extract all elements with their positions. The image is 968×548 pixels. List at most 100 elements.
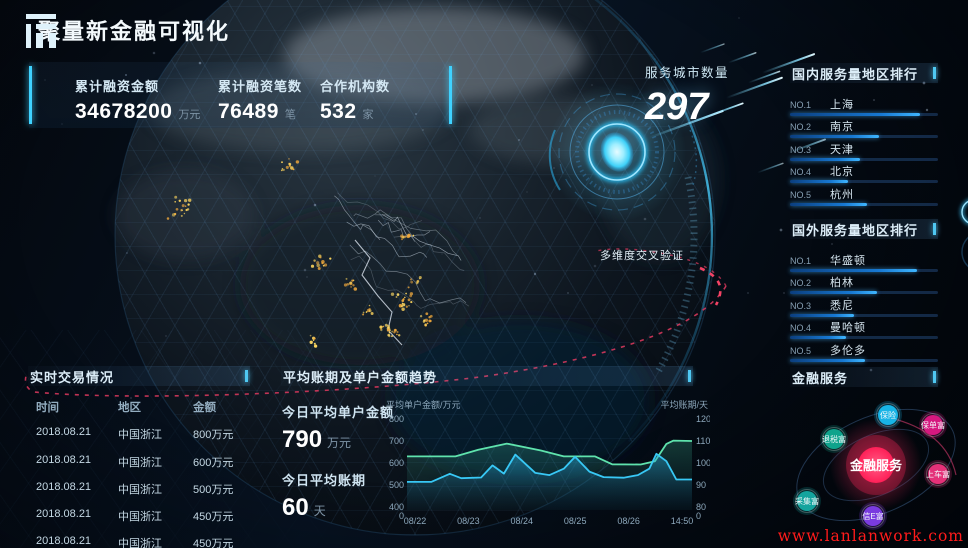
ranking-label-row: NO.2 柏林 — [790, 274, 938, 290]
ranking-label-row: NO.3 天津 — [790, 141, 938, 156]
svg-text:平均账期/天: 平均账期/天 — [660, 399, 708, 410]
svg-text:信E富: 信E富 — [862, 511, 883, 521]
ranking-bar-fill — [790, 135, 879, 139]
finance-services-title: 金融服务 — [790, 367, 938, 387]
column-header: 时间 — [36, 402, 59, 414]
svg-text:上车富: 上车富 — [926, 469, 950, 479]
stats-left-cap — [29, 66, 32, 124]
ranking-rank: NO.3 — [790, 300, 812, 311]
kpi-avg-period-label: 今日平均账期 — [282, 473, 367, 488]
ranking-city: 天津 — [830, 143, 854, 156]
ranking-rank: NO.5 — [790, 189, 812, 200]
panel-trend: 平均账期及单户金额趋势 今日平均单户金额 790 万元 今日平均账期 60 天 平均… — [281, 366, 710, 526]
page-title: 聚量新金融可视化 — [38, 19, 231, 44]
ranking-row: NO.3 天津 — [790, 141, 938, 161]
svg-text:08/23: 08/23 — [457, 516, 480, 526]
svg-text:保险: 保险 — [880, 410, 896, 420]
map-annotation: 多维度交叉验证 — [600, 250, 684, 262]
ranking-city: 南京 — [830, 121, 854, 134]
ranking-bar-fill — [790, 202, 867, 206]
table-cell: 中国浙江 — [118, 429, 162, 442]
app-logo-icon — [26, 14, 56, 48]
core-label: 金融服务 — [849, 458, 903, 473]
table-cell: 中国浙江 — [118, 511, 162, 524]
panel-domestic-ranking: 国内服务量地区排行 NO.1 上海 NO.2 南京 NO.3 天津 NO.4 北京 NO.5 杭州 — [790, 63, 938, 208]
title-tick-icon — [245, 370, 248, 382]
watermark: www.lanlanwork.com — [777, 527, 964, 545]
transactions-rows: 2018.08.21 中国浙江 800万元 2018.08.21 中国浙江 600万元 20… — [28, 426, 250, 548]
stat-label: 累计融资笔数 — [218, 79, 303, 94]
kpi-avg-period-value: 60 — [282, 494, 309, 521]
ranking-label-row: NO.4 曼哈顿 — [790, 319, 938, 334]
orbit-node: 保险 — [874, 401, 902, 429]
table-cell: 500万元 — [193, 483, 234, 496]
finance-services-title-text: 金融服务 — [792, 370, 849, 386]
ranking-rank: NO.1 — [790, 256, 812, 266]
service-cities-value: 297 — [645, 86, 709, 128]
svg-text:110: 110 — [696, 436, 710, 446]
table-cell: 600万元 — [193, 456, 234, 469]
stat-value: 532 — [320, 100, 357, 123]
ranking-city: 上海 — [830, 99, 854, 111]
overseas-ranking-title-text: 国外服务量地区排行 — [792, 222, 919, 238]
ranking-rank: NO.4 — [790, 167, 812, 178]
table-row: 2018.08.21 中国浙江 600万元 — [28, 454, 250, 470]
stat-unit: 笔 — [284, 109, 296, 121]
stats-bar: 累计融资金额 34678200 万元 累计融资笔数 76489 笔 合作机构数 532 家 — [29, 62, 452, 128]
ranking-rank: NO.2 — [790, 122, 812, 133]
svg-text:700: 700 — [389, 436, 404, 446]
ranking-rank: NO.5 — [790, 345, 812, 356]
ranking-city: 北京 — [830, 166, 854, 179]
service-cities-label: 服务城市数量 — [645, 66, 730, 80]
ranking-bar-fill — [790, 313, 854, 317]
ranking-bar-track — [790, 180, 938, 184]
service-cities: 服务城市数量 297 — [645, 62, 729, 129]
overseas-ranking-title: 国外服务量地区排行 — [790, 219, 938, 239]
orbit-node: 保单富 — [919, 411, 947, 439]
ranking-bar-track — [790, 113, 938, 116]
app-header: 聚量新金融可视化 — [26, 14, 231, 48]
ranking-bar-fill — [790, 157, 860, 161]
table-row: 2018.08.21 中国浙江 450万元 — [28, 508, 250, 524]
kpi-avg-amount-unit: 万元 — [327, 436, 352, 450]
stat-unit: 家 — [362, 109, 374, 121]
ranking-label-row: NO.3 悉尼 — [790, 297, 938, 312]
stat-value: 34678200 — [75, 100, 173, 123]
ranking-city: 杭州 — [830, 188, 854, 201]
ranking-row: NO.4 北京 — [790, 163, 938, 184]
kpi-avg-period: 今日平均账期 60 天 — [282, 470, 366, 522]
ranking-row: NO.1 华盛顿 — [790, 252, 938, 272]
ranking-bar-track — [790, 291, 938, 295]
ranking-row: NO.2 南京 — [790, 118, 938, 139]
panel-overseas-ranking: 国外服务量地区排行 NO.1 华盛顿 NO.2 柏林 NO.3 悉尼 NO.4 曼哈顿 NO.5… — [790, 219, 938, 364]
edge-rings — [960, 200, 968, 268]
column-header: 金额 — [193, 402, 216, 414]
ranking-rank: NO.4 — [790, 323, 812, 334]
table-cell: 450万元 — [193, 538, 234, 548]
ranking-bar-fill — [790, 269, 918, 272]
ranking-bar-track — [790, 336, 938, 340]
stat-item: 合作机构数 532 家 — [320, 76, 390, 124]
trend-title-text: 平均账期及单户金额趋势 — [283, 369, 438, 385]
ranking-bar-fill — [790, 291, 878, 295]
svg-text:90: 90 — [696, 480, 706, 490]
table-row: 2018.08.21 中国浙江 450万元 — [28, 535, 250, 548]
svg-text:14:50: 14:50 — [671, 516, 694, 526]
ranking-bar-track — [790, 202, 938, 206]
svg-text:保单富: 保单富 — [921, 420, 945, 430]
ranking-city: 多伦多 — [830, 344, 866, 357]
stat-value: 76489 — [218, 100, 279, 123]
panel-finance-services: 金融服务 — [790, 367, 938, 387]
table-cell: 800万元 — [193, 429, 234, 442]
table-cell: 中国浙江 — [118, 538, 162, 548]
ranking-bar-track — [790, 135, 938, 139]
trend-chart: 平均单户金额/万元 平均账期/天8007006005004000120110100… — [386, 399, 710, 526]
orbit-node: 采集富 — [793, 487, 821, 515]
rim-ruler-ticks — [653, 176, 698, 377]
ranking-label-row: NO.5 多伦多 — [790, 342, 938, 357]
ranking-row: NO.5 杭州 — [790, 186, 938, 206]
ranking-city: 柏林 — [830, 277, 854, 290]
svg-text:08/26: 08/26 — [617, 516, 640, 526]
title-tick-icon — [688, 370, 691, 382]
domestic-ranking-title: 国内服务量地区排行 — [790, 63, 938, 83]
